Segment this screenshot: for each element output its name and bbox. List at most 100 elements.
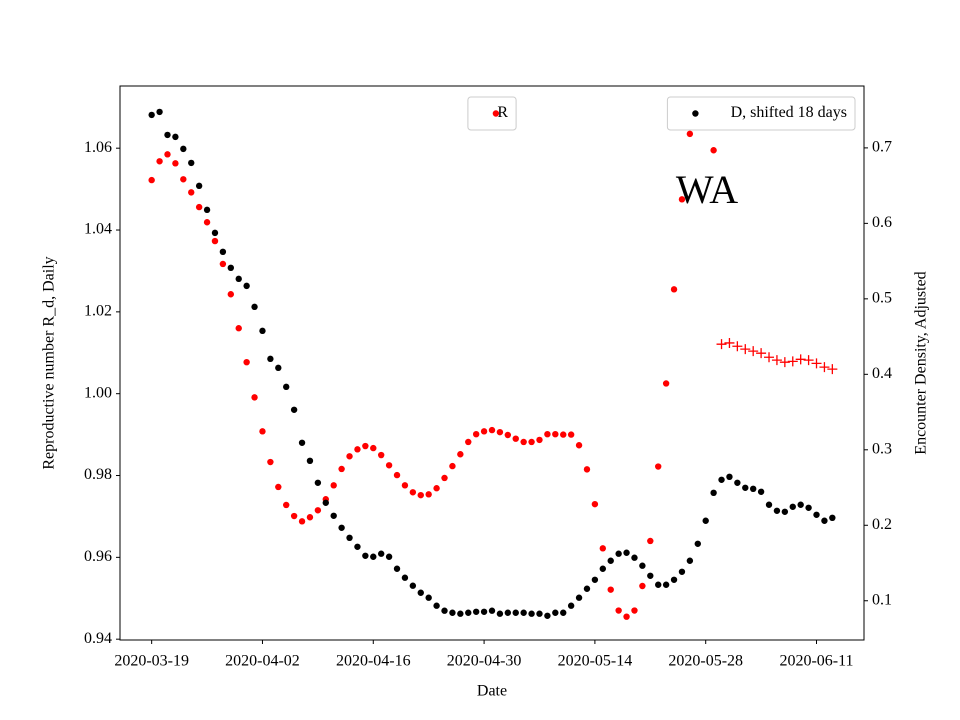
dot (607, 557, 614, 564)
dot (235, 325, 242, 332)
dot (528, 610, 535, 617)
dot (512, 609, 519, 616)
plot-frame (119, 85, 865, 641)
dot (718, 476, 725, 483)
dot (188, 189, 195, 196)
dot (544, 612, 551, 619)
plus-marker (795, 354, 806, 365)
dot (710, 489, 717, 497)
y2-tick-label: 0.3 (872, 440, 892, 457)
dot (773, 507, 781, 514)
dot (599, 545, 607, 552)
dot (449, 609, 456, 616)
plus-marker (819, 362, 830, 373)
dot (314, 507, 322, 514)
dot (401, 574, 409, 581)
dot (662, 581, 670, 588)
x-axis-label: Date (477, 683, 507, 700)
x-tick-label: 2020-04-02 (225, 653, 300, 670)
dot (544, 430, 551, 438)
dot (235, 275, 242, 283)
dot (528, 438, 535, 446)
dot (259, 327, 266, 335)
y2-tick-label: 0.5 (872, 290, 892, 307)
dot (275, 364, 282, 372)
dot (694, 540, 701, 547)
dot (211, 237, 219, 245)
dot (441, 474, 448, 482)
dot (480, 428, 488, 435)
dot (781, 508, 789, 515)
dot (172, 133, 179, 141)
dot (164, 151, 171, 158)
dot (765, 501, 773, 508)
dot (591, 576, 599, 583)
dot (251, 394, 258, 401)
dot (520, 609, 527, 616)
dot (567, 431, 575, 438)
x-tick-label: 2020-05-28 (668, 653, 743, 670)
dot (536, 610, 543, 617)
dot (306, 514, 314, 521)
dot (267, 355, 274, 363)
y-tick-label: 1.04 (84, 221, 112, 238)
x-tick-label: 2020-06-11 (779, 653, 853, 670)
plus-marker (787, 356, 798, 367)
x-tick-label: 2020-03-19 (114, 653, 189, 670)
dot (377, 550, 385, 557)
dot (686, 557, 694, 564)
dot (354, 446, 361, 453)
dot (433, 602, 440, 609)
dot (552, 609, 559, 616)
dot (631, 607, 638, 614)
dot (480, 608, 488, 615)
dot (385, 553, 393, 560)
dot (338, 465, 345, 473)
dot (726, 473, 733, 481)
y2-tick-label: 0.1 (872, 591, 892, 608)
dot (267, 458, 274, 466)
dot (821, 517, 828, 524)
dot (686, 130, 694, 138)
dot (662, 380, 670, 387)
dot (156, 108, 163, 116)
dot (488, 607, 496, 614)
dot (243, 358, 250, 366)
dot (409, 489, 417, 496)
dot (370, 444, 377, 452)
legend-box (666, 96, 856, 131)
dot (243, 282, 250, 290)
dot (259, 428, 266, 435)
dot (639, 582, 646, 590)
dot (188, 159, 195, 167)
annotation: WA (676, 167, 738, 212)
dot (504, 609, 512, 616)
dot (330, 512, 337, 519)
dot (433, 485, 440, 492)
legend-marker (492, 110, 500, 117)
dot (805, 504, 812, 511)
dot (552, 430, 559, 438)
dot (829, 514, 836, 522)
dot (164, 131, 171, 139)
dot (488, 426, 496, 434)
dot (283, 383, 290, 391)
x-tick-label: 2020-05-14 (558, 653, 633, 670)
dot (472, 430, 480, 438)
plus-marker (764, 352, 775, 363)
dot (298, 439, 306, 446)
dot (789, 503, 796, 510)
y-tick-label: 1.06 (84, 139, 112, 156)
dot (631, 554, 638, 561)
dot (251, 303, 258, 311)
dot (346, 453, 353, 460)
y-tick-label: 0.98 (84, 466, 112, 483)
y2-axis-label: Encounter Density, Adjusted (913, 271, 930, 454)
dot (362, 442, 369, 450)
dot (575, 594, 583, 601)
dot (583, 466, 591, 473)
dot (417, 589, 424, 596)
dot (203, 219, 211, 226)
y-tick-label: 0.94 (84, 630, 112, 647)
